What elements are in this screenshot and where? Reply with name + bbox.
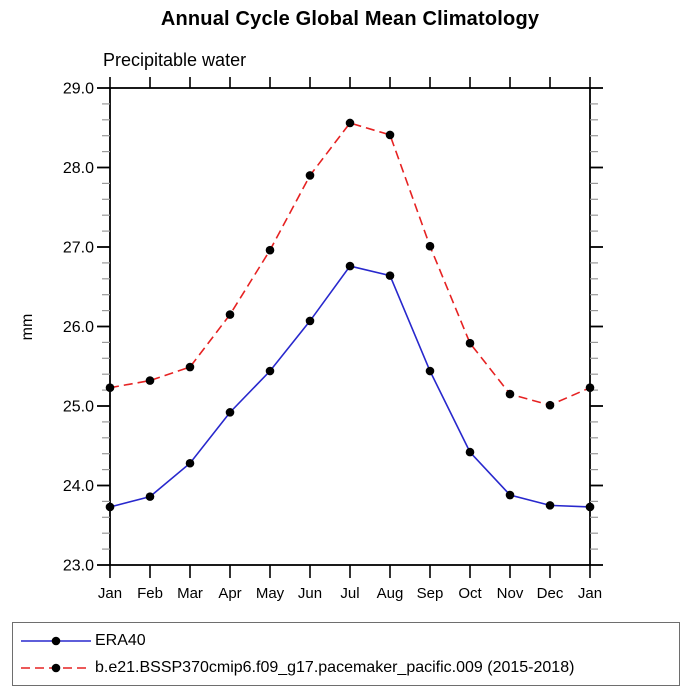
y-axis-tick-label: 28.0 [63,160,94,177]
x-axis-tick-label: Jan [578,585,602,602]
legend-line-sample [21,663,91,672]
x-axis-tick-label: Oct [458,585,482,602]
data-point-marker [505,389,515,399]
data-point-marker [465,338,475,348]
x-axis-tick-label: Feb [137,585,163,602]
y-axis-tick-label: 27.0 [63,240,94,257]
y-axis-tick-label: 23.0 [63,558,94,575]
data-point-marker [385,130,395,140]
chart-legend: ERA40 b.e21.BSSP370cmip6.f09_g17.pacemake… [12,622,680,686]
legend-label: ERA40 [95,632,146,649]
y-axis-tick-label: 25.0 [63,399,94,416]
data-point-marker [465,447,475,457]
chart-subtitle: Precipitable water [103,50,247,70]
data-point-marker [345,118,355,128]
data-point-marker [105,502,115,512]
y-axis-tick-label: 26.0 [63,319,94,336]
x-axis-tick-label: May [256,585,285,602]
legend-item: ERA40 [19,627,679,654]
y-axis-label: mm [19,314,36,341]
chart-title: Annual Cycle Global Mean Climatology [160,8,540,30]
legend-label: b.e21.BSSP370cmip6.f09_g17.pacemaker_pac… [95,659,575,676]
data-point-marker [385,271,395,280]
y-axis-tick-label: 29.0 [63,81,94,98]
x-axis-tick-label: Apr [218,585,241,602]
legend-marker [51,663,61,672]
x-axis-tick-label: Nov [497,585,524,602]
data-point-marker [425,241,435,251]
data-point-marker [225,408,235,417]
x-axis-tick-label: Sep [417,585,444,602]
x-axis-tick-label: Jan [98,585,122,602]
plot-frame [109,87,591,566]
legend-marker [51,636,61,645]
x-axis-tick-label: Jun [298,585,322,602]
data-point-marker [505,490,515,500]
annual-cycle-plot: Jan Feb Mar Apr May Jun Jul Aug Sep Oct Nov Dec Jan2… [19,77,603,602]
data-point-marker [345,261,355,271]
x-axis-tick-label: Mar [177,585,203,602]
x-axis-tick-label: Jul [340,585,359,602]
data-point-marker [545,501,555,510]
data-point-marker [225,310,235,319]
data-point-marker [545,400,555,410]
data-point-marker [585,383,595,393]
x-axis-tick-label: Aug [377,585,404,602]
legend-line-sample [21,636,91,645]
data-point-marker [305,316,315,326]
data-point-marker [265,366,275,376]
data-point-marker [265,245,275,255]
series-line-era40 [109,265,591,508]
data-point-marker [585,502,595,512]
x-axis-tick-label: Dec [537,585,564,602]
data-point-marker [185,362,195,372]
data-point-marker [185,458,195,468]
data-point-marker [305,171,315,180]
legend-item: b.e21.BSSP370cmip6.f09_g17.pacemaker_pac… [19,654,679,681]
data-point-marker [105,383,115,393]
data-point-marker [145,376,155,385]
data-point-marker [425,366,435,376]
data-point-marker [145,492,155,501]
y-axis-tick-label: 24.0 [63,478,94,495]
